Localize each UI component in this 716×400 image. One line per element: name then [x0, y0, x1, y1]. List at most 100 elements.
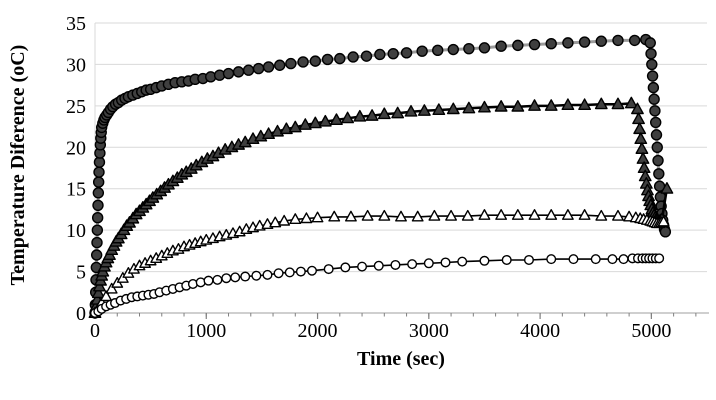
series-filled-circle-marker — [92, 176, 105, 188]
series-open-triangle-marker — [311, 211, 324, 223]
series-filled-circle-marker — [562, 37, 574, 49]
series-filled-circle-marker — [274, 59, 286, 71]
series-filled-circle-marker — [650, 116, 662, 129]
series-filled-circle-marker — [232, 66, 245, 78]
series-open-circle-marker — [230, 272, 241, 283]
series-filled-triangle-marker — [279, 122, 293, 135]
series-open-circle-marker — [323, 264, 334, 275]
series-filled-triangle-marker — [544, 99, 558, 111]
series-open-triangle-marker — [595, 209, 608, 221]
series-filled-circle-marker — [645, 47, 657, 60]
series-filled-triangle-marker — [494, 99, 508, 112]
series-open-circle-marker — [240, 271, 251, 282]
series-filled-circle-marker — [652, 154, 664, 167]
series-filled-circle-marker — [400, 47, 413, 59]
series-filled-triangle-marker — [288, 120, 302, 133]
series-open-triangle-marker — [445, 209, 457, 221]
series-open-triangle-marker — [100, 290, 113, 302]
series-open-triangle-marker — [428, 209, 441, 221]
series-filled-triangle-marker — [660, 182, 674, 194]
series-filled-circle-marker — [648, 93, 660, 105]
series-filled-circle-marker — [659, 226, 672, 238]
series-filled-triangle-marker — [478, 100, 491, 113]
series-open-triangle-marker — [657, 215, 670, 227]
series-open-circle-marker — [501, 254, 512, 265]
series-filled-circle-marker — [495, 40, 507, 52]
series-filled-circle-marker — [92, 199, 104, 211]
series-open-circle-marker — [546, 254, 557, 265]
series-filled-circle-marker — [309, 55, 322, 67]
series-filled-triangle-marker — [404, 104, 418, 117]
series-open-triangle-marker — [461, 209, 474, 221]
series-filled-triangle-marker — [631, 102, 644, 115]
y-tick-label: 10 — [66, 220, 86, 242]
series-open-circle-marker — [568, 254, 579, 265]
series-open-circle-marker — [390, 259, 401, 270]
series-filled-triangle-marker — [298, 118, 312, 130]
series-open-circle-marker — [262, 269, 273, 280]
series-open-circle-marker — [273, 268, 284, 279]
series-open-triangle-marker — [561, 209, 574, 220]
series-filled-circle-marker — [91, 236, 103, 249]
series-filled-circle-marker — [252, 62, 265, 75]
y-axis-title: Temperature Diference (oC) — [7, 44, 29, 286]
series-filled-circle-marker — [242, 64, 255, 76]
series-open-triangle-marker — [478, 209, 491, 220]
series-filled-circle-marker — [447, 43, 459, 56]
y-tick-label: 0 — [76, 303, 86, 325]
series-filled-triangle-marker — [632, 112, 645, 125]
x-tick-label: 2000 — [298, 320, 338, 342]
series-filled-circle-marker — [646, 58, 658, 71]
series-open-triangle-marker — [378, 209, 391, 221]
series-filled-circle-marker — [360, 50, 373, 62]
series-open-triangle-marker — [269, 216, 282, 228]
series-open-triangle-marker — [578, 209, 591, 220]
x-tick-label: 1000 — [186, 320, 226, 342]
series-open-triangle-marker — [345, 210, 357, 222]
series-open-circle-marker — [654, 253, 665, 264]
y-tick-label: 20 — [66, 137, 86, 159]
series-open-circle-marker — [306, 265, 317, 276]
series-filled-circle-marker — [646, 70, 659, 82]
series-filled-triangle-marker — [578, 98, 591, 111]
series-open-circle-marker — [479, 255, 490, 266]
series-filled-circle-marker — [297, 56, 309, 68]
series-open-circle-marker — [251, 270, 262, 281]
series-open-triangle-marker — [289, 213, 302, 225]
series-filled-triangle-marker — [330, 113, 343, 125]
series-filled-triangle-marker — [635, 142, 649, 154]
series-filled-circle-marker — [545, 38, 557, 50]
series-filled-circle-marker — [528, 38, 541, 51]
series-filled-triangle-marker — [432, 103, 446, 116]
series-filled-circle-marker — [334, 52, 346, 65]
series-open-triangle-marker — [528, 209, 541, 220]
series-filled-circle-marker — [512, 39, 524, 52]
series-filled-circle-marker — [647, 81, 660, 94]
series-filled-circle-marker — [651, 141, 663, 153]
series-filled-triangle-marker — [462, 101, 476, 114]
series-filled-triangle-marker — [318, 114, 332, 127]
series-open-triangle-marker — [545, 209, 558, 220]
series-filled-circle-marker — [628, 34, 641, 47]
series-filled-circle-marker — [653, 168, 665, 180]
series-open-triangle-marker — [612, 209, 624, 221]
series-filled-triangle-marker — [594, 97, 608, 110]
series-filled-triangle-marker — [634, 132, 648, 145]
series-open-circle-marker — [295, 266, 306, 277]
series-filled-triangle-marker — [636, 152, 650, 164]
series-filled-triangle-marker — [308, 116, 322, 129]
series-open-triangle-marker — [395, 210, 407, 222]
series-open-circle-marker — [284, 267, 295, 278]
series-filled-circle-marker — [90, 249, 103, 261]
series-filled-circle-marker — [91, 224, 104, 236]
series-filled-triangle-line — [93, 102, 669, 315]
y-tick-label: 35 — [66, 13, 86, 35]
x-tick-label: 0 — [90, 320, 100, 342]
y-tick-label: 5 — [76, 262, 86, 284]
x-tick-label: 4000 — [520, 320, 560, 342]
series-open-circle-marker — [373, 260, 384, 271]
x-tick-label: 3000 — [409, 320, 449, 342]
series-filled-circle-marker — [644, 37, 656, 49]
series-open-triangle-marker — [278, 214, 291, 226]
